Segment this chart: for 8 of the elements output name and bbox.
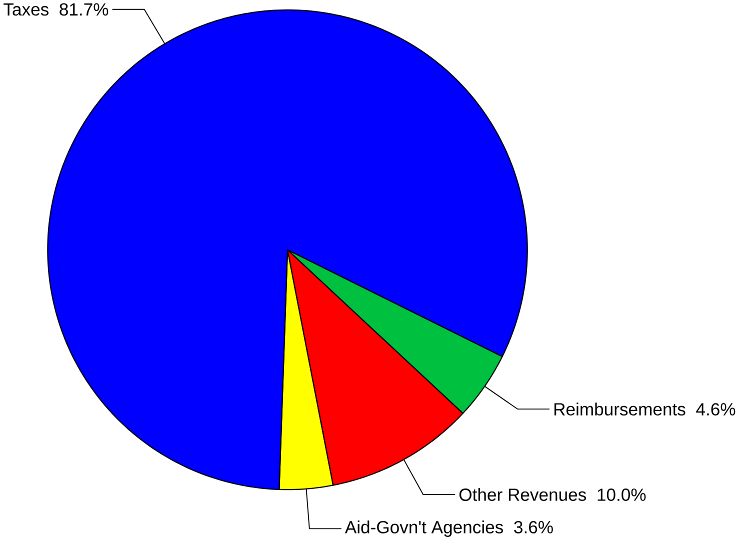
data-label: 4.6% (696, 403, 736, 416)
data-label: 10.0% (598, 488, 646, 501)
data-label: 3.6% (514, 520, 553, 534)
data-label: 81.7% (60, 3, 108, 16)
slice-label: Aid-Govn't Agencies (344, 520, 504, 537)
slice-label: Other Revenues (459, 488, 586, 501)
slice-label: Taxes (4, 3, 49, 16)
slice-label: Reimbursements (554, 402, 686, 416)
